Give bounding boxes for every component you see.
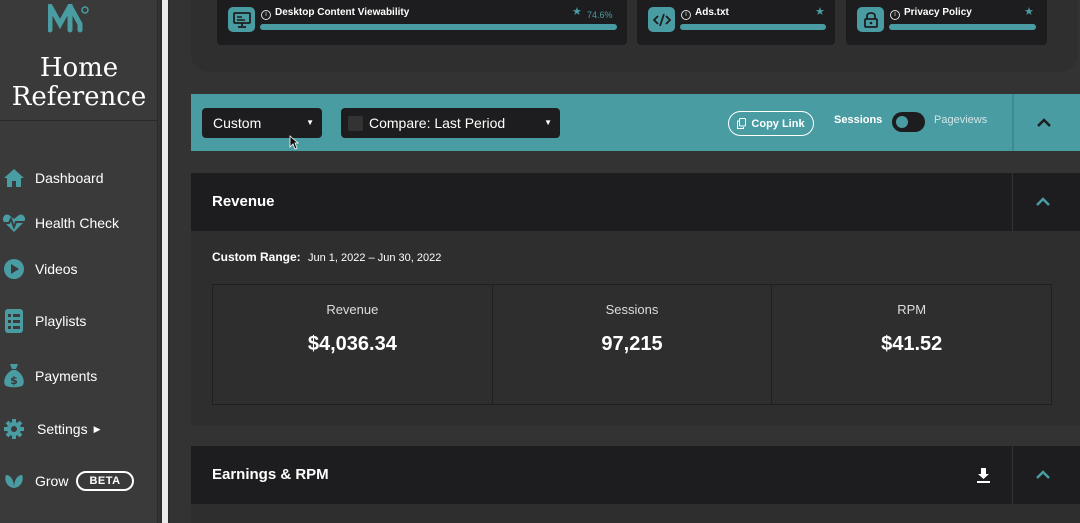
sidebar-item-label: Dashboard (35, 170, 104, 186)
progress-bar (260, 24, 617, 30)
brand-line-2: Reference (11, 82, 147, 112)
date-range-select[interactable]: Custom ▼ (202, 108, 322, 138)
stat-revenue: Revenue $4,036.34 (213, 285, 493, 404)
stat-label: Sessions (605, 302, 659, 317)
sidebar-item-videos[interactable]: Videos (0, 251, 158, 287)
sidebar-item-grow[interactable]: Grow BETA (0, 463, 158, 499)
stat-value: $41.52 (881, 333, 943, 355)
revenue-section-body: Custom Range: Jun 1, 2022 – Jun 30, 2022… (191, 231, 1080, 426)
list-icon (2, 309, 26, 333)
brand-name: Home Reference (0, 54, 158, 112)
sidebar-item-label: Videos (35, 261, 78, 277)
sidebar: Home Reference Dashboard Health Check Vi… (0, 0, 158, 523)
compare-color-swatch (348, 115, 363, 131)
chevron-up-icon (1036, 470, 1050, 479)
earnings-section-header: Earnings & RPM (191, 446, 1080, 504)
section-title: Earnings & RPM (212, 466, 329, 483)
star-icon[interactable]: ★ (1024, 6, 1034, 18)
beta-badge: BETA (76, 471, 134, 491)
sidebar-item-label: Payments (35, 368, 98, 384)
sidebar-item-payments[interactable]: $ Payments (0, 358, 158, 394)
divider (1012, 173, 1013, 231)
card-title: Ads.txt (695, 7, 729, 18)
compare-value: Compare: Last Period (369, 115, 506, 131)
svg-text:$: $ (10, 374, 18, 387)
info-icon[interactable]: i (261, 10, 271, 20)
star-icon[interactable]: ★ (815, 6, 825, 18)
stats-grid: Revenue $4,036.34 Sessions 97,215 RPM $4… (212, 284, 1052, 405)
money-bag-icon: $ (2, 364, 26, 388)
progress-bar (680, 24, 826, 30)
chevron-up-icon (1036, 197, 1050, 206)
toggle-label-sessions: Sessions (834, 114, 883, 126)
health-cards-panel: i Desktop Content Viewability ★ 74.6% i … (191, 0, 1078, 72)
copy-link-button[interactable]: Copy Link (728, 111, 814, 136)
stat-label: Revenue (326, 302, 379, 317)
sidebar-item-dashboard[interactable]: Dashboard (0, 160, 158, 196)
collapse-earnings-button[interactable] (1013, 446, 1073, 504)
card-privacy-policy[interactable]: i Privacy Policy ★ (846, 0, 1047, 45)
info-icon[interactable]: i (890, 10, 900, 20)
date-range-value: Custom (213, 115, 262, 131)
gear-icon (2, 417, 26, 441)
code-icon (648, 7, 675, 32)
collapse-filters-button[interactable] (1014, 94, 1074, 151)
chevron-right-icon: ▶ (93, 423, 101, 434)
brand-logo-icon (48, 4, 89, 33)
download-icon[interactable] (976, 467, 991, 484)
copy-link-label: Copy Link (751, 117, 805, 130)
sidebar-item-settings[interactable]: Settings ▶ (0, 411, 158, 447)
sidebar-scrollbar[interactable] (160, 0, 170, 523)
collapse-revenue-button[interactable] (1013, 173, 1073, 231)
star-icon[interactable]: ★ (572, 6, 582, 18)
sessions-pageviews-toggle[interactable] (892, 112, 925, 132)
chevron-up-icon (1037, 117, 1051, 127)
lock-icon (857, 7, 884, 32)
monitor-icon (228, 7, 255, 32)
play-icon (2, 257, 26, 281)
card-ads-txt[interactable]: i Ads.txt ★ (637, 0, 835, 45)
earnings-section-body (191, 504, 1080, 523)
caret-down-icon: ▼ (306, 118, 314, 127)
sidebar-item-label: Grow (35, 473, 69, 489)
sidebar-item-health-check[interactable]: Health Check (0, 205, 158, 241)
range-dates: Jun 1, 2022 – Jun 30, 2022 (308, 252, 442, 264)
custom-range: Custom Range: Jun 1, 2022 – Jun 30, 2022 (212, 250, 441, 264)
progress-bar (889, 24, 1036, 30)
card-title: Desktop Content Viewability (275, 7, 410, 18)
divider (1012, 94, 1014, 151)
copy-icon (737, 118, 747, 129)
stat-value: $4,036.34 (307, 333, 397, 355)
sidebar-item-label: Settings (37, 421, 88, 437)
brand-line-1: Home (39, 53, 119, 83)
card-title: Privacy Policy (904, 7, 972, 18)
stat-value: 97,215 (601, 333, 663, 355)
stat-label: RPM (897, 302, 927, 317)
sidebar-item-label: Playlists (35, 313, 87, 329)
scrollbar-thumb[interactable] (162, 0, 168, 523)
stat-rpm: RPM $41.52 (772, 285, 1051, 404)
filter-bar: Custom ▼ Compare: Last Period ▼ Copy Lin… (191, 94, 1080, 151)
revenue-section-header: Revenue (191, 173, 1080, 231)
sidebar-divider (0, 120, 158, 121)
divider (1012, 446, 1013, 504)
caret-down-icon: ▼ (544, 118, 552, 127)
home-icon (2, 166, 26, 190)
mouse-cursor-icon (289, 135, 299, 150)
sidebar-item-label: Health Check (35, 215, 120, 231)
compare-select[interactable]: Compare: Last Period ▼ (341, 108, 560, 138)
card-value: 74.6% (587, 10, 613, 20)
leaf-icon (2, 469, 26, 493)
toggle-label-pageviews: Pageviews (934, 114, 988, 126)
range-label: Custom Range: (212, 250, 301, 264)
heartbeat-icon (2, 211, 26, 235)
toggle-knob (894, 114, 910, 130)
stat-sessions: Sessions 97,215 (493, 285, 773, 404)
info-icon[interactable]: i (681, 10, 691, 20)
card-desktop-viewability[interactable]: i Desktop Content Viewability ★ 74.6% (217, 0, 627, 45)
section-title: Revenue (212, 193, 275, 210)
sidebar-item-playlists[interactable]: Playlists (0, 303, 158, 339)
